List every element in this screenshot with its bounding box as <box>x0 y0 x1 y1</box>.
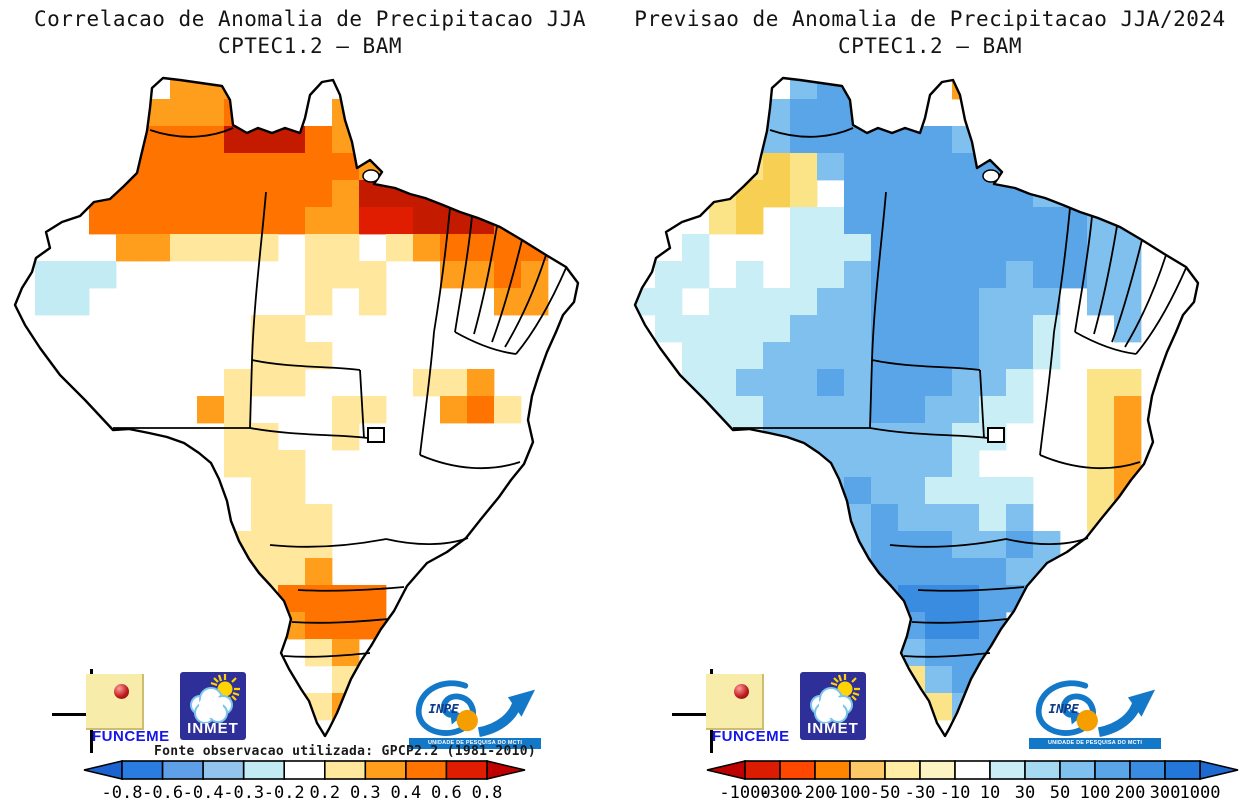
inpe-emblem-icon: INPE <box>1035 680 1156 737</box>
funceme-note-square <box>86 674 144 730</box>
svg-text:300: 300 <box>1150 783 1181 802</box>
inpe-banner: UNIDADE DE PESQUISA DO MCTI <box>1029 738 1161 749</box>
source-note: Fonte observacao utilizada: GPCP2.2 (198… <box>154 744 536 759</box>
svg-text:1000: 1000 <box>1180 783 1221 802</box>
svg-text:200: 200 <box>1115 783 1146 802</box>
svg-text:30: 30 <box>1015 783 1035 802</box>
svg-text:50: 50 <box>1050 783 1070 802</box>
funceme-label: FUNCEME <box>712 728 790 745</box>
colorbar-correlation: -0.8 -0.6 -0.4 -0.3 -0.2 0.2 0.3 0.4 0.6 0.8 <box>83 760 526 802</box>
funceme-pin-icon <box>734 684 749 699</box>
inpe-logo: INPE UNIDADE DE PESQUISA DO MCTI <box>1025 676 1167 754</box>
inpe-orange-ball <box>456 709 478 732</box>
svg-text:-10: -10 <box>940 783 971 802</box>
cloud-fill <box>199 694 223 718</box>
svg-text:-0.6: -0.6 <box>142 783 183 802</box>
funceme-label: FUNCEME <box>92 728 170 745</box>
funceme-logo: FUNCEME <box>52 666 202 756</box>
panel-forecast-map: Previsao de Anomalia de Precipitacao JJA… <box>620 0 1240 802</box>
inpe-arrow-head <box>1127 689 1156 717</box>
brazil-correlation-map <box>13 76 580 738</box>
funceme-logo: FUNCEME <box>672 666 822 756</box>
funceme-pin-icon <box>114 684 129 699</box>
colorbar-forecast: -1000-300-200-100 -50 -30 -10 10 30 50 100 200 30… <box>706 760 1239 802</box>
svg-text:0.2: 0.2 <box>309 783 340 802</box>
map-title-correlation: Correlacao de Anomalia de Precipitacao J… <box>0 6 620 60</box>
funceme-note-square <box>706 674 764 730</box>
svg-text:0.6: 0.6 <box>431 783 462 802</box>
title-line2: CPTEC1.2 – BAM <box>837 34 1022 58</box>
inpe-small-arrowhead <box>449 708 464 725</box>
inpe-emblem-icon: INPE <box>415 680 536 737</box>
panel-correlation-map: Correlacao de Anomalia de Precipitacao J… <box>0 6 620 802</box>
svg-text:-0.2: -0.2 <box>264 783 305 802</box>
map-title-forecast: Previsao de Anomalia de Precipitacao JJA… <box>620 6 1240 60</box>
inpe-banner: UNIDADE DE PESQUISA DO MCTI <box>409 738 541 749</box>
svg-text:-50: -50 <box>870 783 901 802</box>
inmet-logo: INMET <box>800 672 866 740</box>
inpe-logo: INPE UNIDADE DE PESQUISA DO MCTI <box>405 676 547 754</box>
title-line2: CPTEC1.2 – BAM <box>217 34 402 58</box>
inmet-cloud-sun-icon <box>810 674 860 724</box>
svg-text:0.3: 0.3 <box>350 783 381 802</box>
brazil-forecast-map <box>633 76 1200 738</box>
inmet-cloud-sun-icon <box>190 674 240 724</box>
inpe-small-arrowhead <box>1069 708 1084 725</box>
inpe-arrow-tail <box>1097 699 1143 737</box>
svg-text:-0.8: -0.8 <box>102 783 143 802</box>
inpe-text: INPE <box>429 701 460 716</box>
inpe-arrow-head <box>507 689 536 717</box>
cloud-fill <box>819 694 843 718</box>
svg-text:-1000: -1000 <box>719 783 770 802</box>
svg-text:-0.3: -0.3 <box>223 783 264 802</box>
title-line1: Correlacao de Anomalia de Precipitacao J… <box>33 7 586 31</box>
svg-text:0.4: 0.4 <box>391 783 422 802</box>
svg-text:100: 100 <box>1080 783 1111 802</box>
inmet-label: INMET <box>187 720 239 737</box>
svg-text:0.8: 0.8 <box>472 783 503 802</box>
svg-text:10: 10 <box>980 783 1000 802</box>
inpe-arrow-tail <box>477 699 523 737</box>
title-line1: Previsao de Anomalia de Precipitacao JJA… <box>634 7 1226 31</box>
inmet-label: INMET <box>807 720 859 737</box>
svg-text:-30: -30 <box>905 783 936 802</box>
inmet-logo: INMET <box>180 672 246 740</box>
inpe-text: INPE <box>1049 701 1080 716</box>
svg-text:-200: -200 <box>795 783 836 802</box>
inpe-orange-ball <box>1076 709 1098 732</box>
svg-text:-100: -100 <box>830 783 871 802</box>
svg-text:-300: -300 <box>760 783 801 802</box>
svg-text:-0.4: -0.4 <box>183 783 224 802</box>
